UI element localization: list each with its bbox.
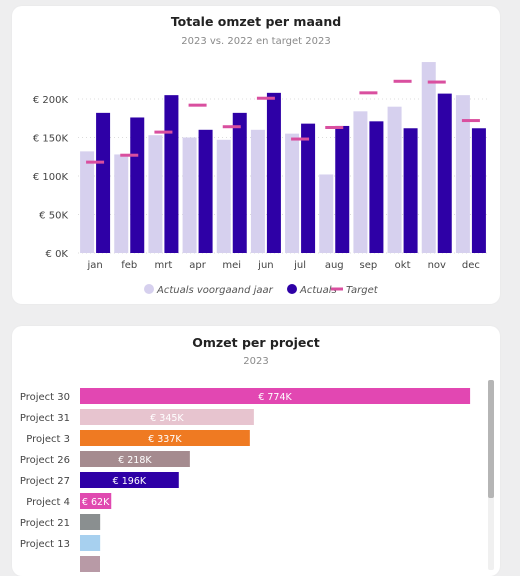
x-tick-label: jun [257,260,273,271]
target-marker [325,125,344,129]
y-category-label: Project 4 [26,497,70,508]
y-category-label: Project 3 [26,434,70,445]
project-bar [80,430,250,446]
y-tick-label: € 100K [33,172,69,183]
legend-label: Actuals [299,285,337,296]
bar-prev-year [285,133,300,253]
bar-actuals [130,117,145,253]
project-bar [80,472,179,488]
project-chart-title: Omzet per project [192,335,320,350]
project-bar [80,409,254,425]
bar-prev-year [319,174,334,253]
y-tick-label: € 50K [39,211,68,222]
x-tick-label: aug [325,260,344,271]
scrollbar-thumb [488,380,494,498]
bar-prev-year [148,135,163,253]
bar-value-label: € 345K [150,413,184,424]
project-revenue-chart: Project 30 € 774K Project 31 € 345K Project … [20,380,494,572]
x-tick-label: mrt [155,260,173,271]
target-marker [188,103,207,107]
target-marker [256,96,275,100]
y-tick-label: € 150K [33,134,69,145]
bar-prev-year [387,106,402,253]
y-category-label: Project 27 [20,476,70,487]
x-tick-label: okt [395,260,411,271]
bar-actuals [164,95,179,254]
bar-prev-year [421,62,436,253]
bar-actuals [437,93,452,253]
target-marker [427,80,446,84]
y-category-label: Project 30 [20,392,70,403]
legend-label: Actuals voorgaand jaar [156,285,274,296]
x-tick-label: apr [189,260,206,271]
target-marker [86,160,105,164]
bar-prev-year [182,137,197,253]
bar-prev-year [353,111,368,253]
project-bar [80,535,101,551]
bar-actuals [403,128,418,253]
bar-actuals [369,121,384,253]
legend-swatch [144,284,154,294]
bar-value-label: € 774K [258,392,292,403]
x-tick-label: mei [222,260,241,271]
monthly-chart-title: Totale omzet per maand [170,14,342,29]
y-tick-label: € 0K [46,249,69,260]
target-marker [222,125,241,129]
x-tick-label: feb [121,260,137,271]
y-category-label: Project 21 [20,518,70,529]
x-tick-label: jul [293,260,306,271]
legend-label: Target [346,285,379,296]
y-category-label: Project 13 [20,539,70,550]
bar-actuals [232,112,247,253]
monthly-revenue-chart: € 0K € 50K € 100K € 150K € 200K jan feb mrt apr m… [33,62,488,296]
monthly-revenue-card: Totale omzet per maand 2023 vs. 2022 en … [12,6,500,304]
x-tick-label: nov [428,260,446,271]
target-marker [154,130,173,134]
bar-value-label: € 218K [118,455,152,466]
target-marker [359,91,378,95]
project-bar [80,514,101,530]
target-marker [120,153,139,157]
project-revenue-card: Omzet per project 2023 Project 30 € 774K P… [12,326,500,576]
bar-prev-year [250,129,265,253]
target-marker [291,137,310,141]
bar-actuals [335,125,350,253]
legend-swatch [287,284,297,294]
bar-actuals [471,128,486,253]
bar-actuals [266,92,281,253]
project-bar [80,388,471,404]
y-category-label: Project 31 [20,413,70,424]
project-bar [80,451,190,467]
y-category-label: Project 26 [20,455,70,466]
bar-actuals [96,112,111,253]
x-tick-label: sep [360,260,378,271]
x-tick-label: dec [462,260,480,271]
x-tick-label: jan [86,260,102,271]
project-bar [80,556,100,572]
target-marker [393,79,412,83]
bar-prev-year [114,154,129,253]
bar-value-label: € 196K [113,476,147,487]
monthly-chart-subtitle: 2023 vs. 2022 en target 2023 [181,36,331,47]
bar-prev-year [80,151,95,253]
bar-value-label: € 62K [82,497,110,508]
bar-actuals [198,129,213,253]
project-bar [80,493,112,509]
y-tick-label: € 200K [33,95,69,106]
bar-actuals [301,123,316,253]
project-chart-subtitle: 2023 [243,356,269,367]
bar-value-label: € 337K [148,434,182,445]
bar-prev-year [455,95,470,254]
target-marker [461,119,480,123]
legend-swatch [331,287,343,291]
bar-prev-year [216,139,231,253]
